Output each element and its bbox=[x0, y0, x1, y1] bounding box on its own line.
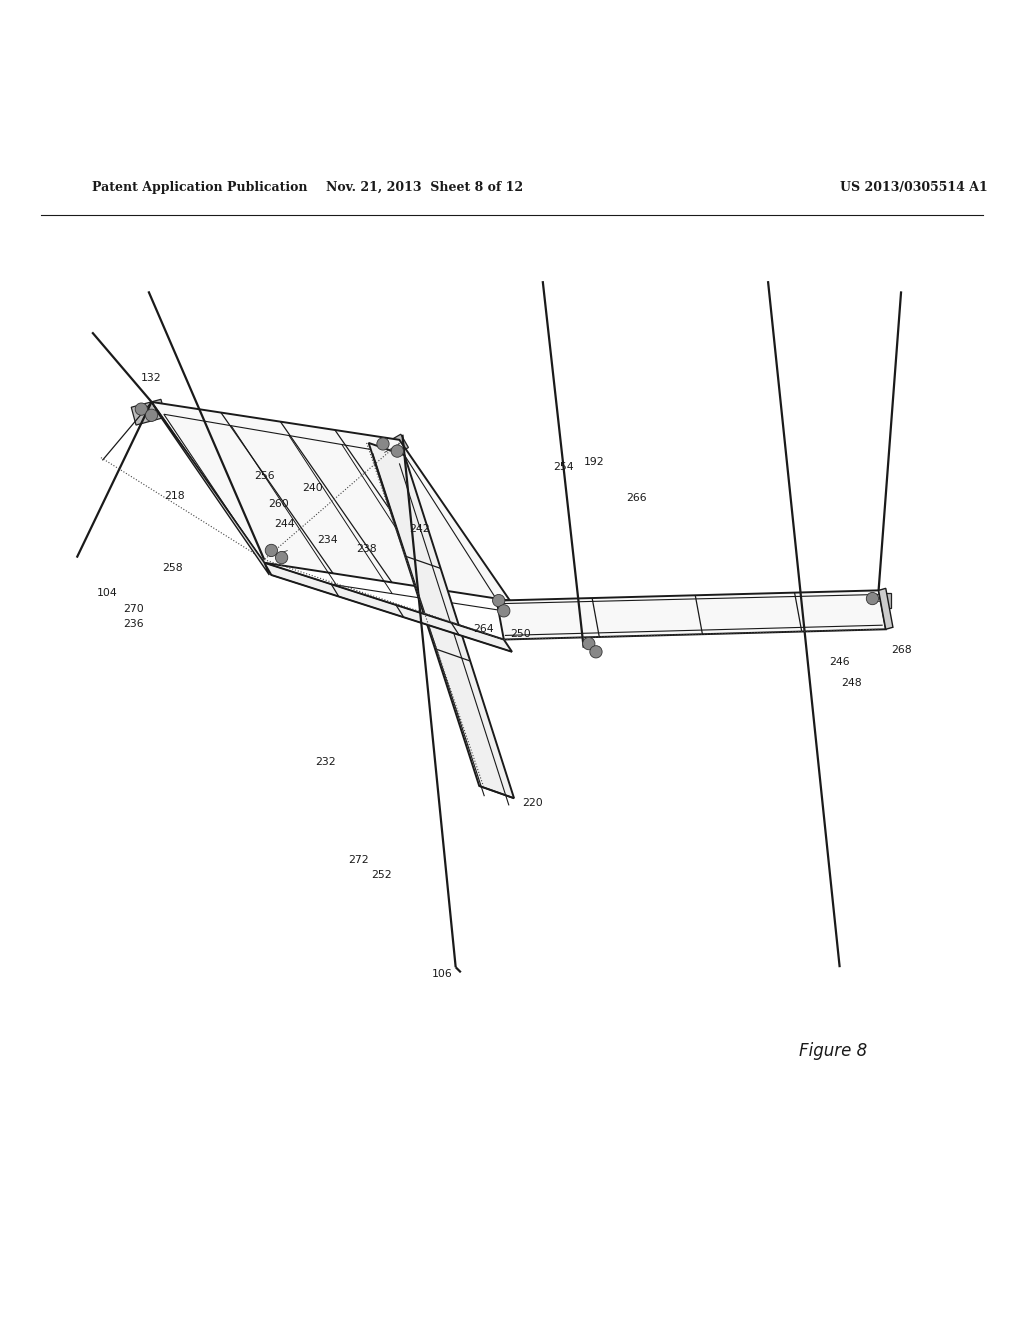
Text: 240: 240 bbox=[302, 483, 323, 492]
Text: 244: 244 bbox=[274, 519, 295, 529]
Text: 258: 258 bbox=[162, 562, 182, 573]
Text: 234: 234 bbox=[317, 535, 338, 545]
Circle shape bbox=[145, 409, 158, 421]
Circle shape bbox=[135, 403, 147, 416]
Text: 272: 272 bbox=[348, 854, 369, 865]
Polygon shape bbox=[152, 403, 269, 576]
Circle shape bbox=[275, 552, 288, 564]
Text: 242: 242 bbox=[410, 524, 430, 533]
Text: 132: 132 bbox=[141, 374, 162, 383]
Circle shape bbox=[265, 544, 278, 557]
Text: 250: 250 bbox=[510, 630, 530, 639]
Bar bbox=[866, 593, 891, 609]
Polygon shape bbox=[497, 590, 886, 639]
Text: 260: 260 bbox=[268, 499, 289, 510]
Text: 236: 236 bbox=[123, 619, 143, 630]
Text: 218: 218 bbox=[164, 491, 184, 502]
Text: 254: 254 bbox=[553, 462, 573, 473]
Bar bbox=[376, 434, 409, 462]
Circle shape bbox=[377, 438, 389, 450]
Text: 266: 266 bbox=[627, 494, 647, 503]
Circle shape bbox=[493, 594, 505, 607]
Text: 246: 246 bbox=[829, 657, 850, 667]
Text: 256: 256 bbox=[254, 471, 274, 480]
Text: Figure 8: Figure 8 bbox=[799, 1043, 867, 1060]
Circle shape bbox=[498, 605, 510, 616]
Text: 238: 238 bbox=[356, 544, 377, 554]
Text: Patent Application Publication: Patent Application Publication bbox=[92, 181, 307, 194]
Text: 232: 232 bbox=[315, 758, 336, 767]
Text: US 2013/0305514 A1: US 2013/0305514 A1 bbox=[840, 181, 987, 194]
Polygon shape bbox=[369, 444, 514, 799]
Polygon shape bbox=[264, 562, 512, 652]
Bar bbox=[261, 540, 296, 568]
Text: 192: 192 bbox=[584, 457, 604, 467]
Text: 264: 264 bbox=[473, 624, 494, 635]
Circle shape bbox=[583, 638, 595, 649]
Polygon shape bbox=[879, 589, 893, 630]
Text: 268: 268 bbox=[891, 644, 911, 655]
Circle shape bbox=[391, 445, 403, 457]
Circle shape bbox=[866, 593, 879, 605]
Text: 104: 104 bbox=[97, 589, 118, 598]
Bar bbox=[131, 400, 166, 425]
Text: Nov. 21, 2013  Sheet 8 of 12: Nov. 21, 2013 Sheet 8 of 12 bbox=[327, 181, 523, 194]
Polygon shape bbox=[152, 403, 510, 601]
Text: 106: 106 bbox=[432, 969, 453, 979]
Text: 270: 270 bbox=[123, 603, 143, 614]
Text: 220: 220 bbox=[522, 799, 543, 808]
Circle shape bbox=[590, 645, 602, 657]
Text: 248: 248 bbox=[842, 677, 862, 688]
Text: 252: 252 bbox=[372, 870, 392, 880]
